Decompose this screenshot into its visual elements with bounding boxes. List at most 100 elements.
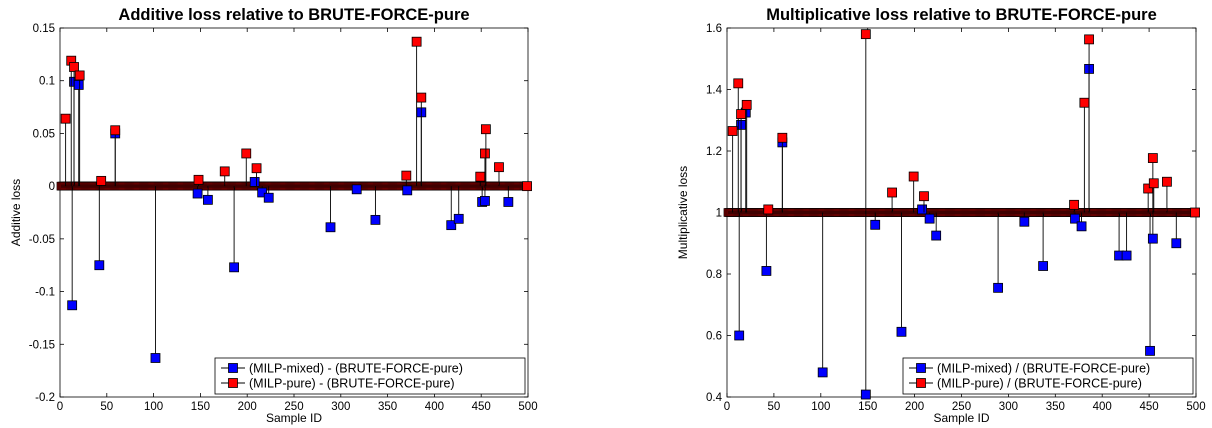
x-tick-label: 350: [1046, 401, 1065, 413]
data-point: [993, 282, 1003, 293]
chart-2: Multiplicative loss relative to BRUTE-FO…: [676, 6, 1206, 425]
y-tick-label: 1.4: [706, 85, 723, 97]
data-point: [817, 367, 828, 378]
y-axis-label: Multiplicative loss: [676, 166, 690, 259]
data-point: [503, 197, 514, 207]
data-point: [1162, 176, 1172, 187]
x-axis-label: Sample ID: [933, 411, 989, 425]
x-tick-label: 300: [999, 401, 1018, 413]
data-point: [411, 36, 422, 47]
data-point: [494, 162, 504, 173]
data-point: [860, 389, 871, 400]
data-point: [192, 188, 203, 199]
legend-marker: [228, 378, 238, 388]
y-tick-label: 0.4: [706, 392, 723, 404]
x-tick-label: 400: [425, 401, 444, 413]
data-point: [73, 80, 84, 90]
data-point: [896, 326, 907, 337]
y-tick-label: 1.6: [706, 23, 722, 35]
x-tick-label: 400: [1093, 401, 1112, 413]
data-point: [1121, 250, 1132, 261]
data-point: [69, 62, 79, 72]
data-point: [110, 125, 121, 136]
data-point: [475, 171, 486, 182]
legend-label: (MILP-pure) - (BRUTE-FORCE-pure): [249, 377, 455, 391]
data-point: [251, 163, 262, 174]
data-point: [453, 213, 464, 224]
x-tick-label: 200: [905, 401, 924, 413]
data-point: [908, 171, 919, 182]
x-tick-label: 150: [191, 401, 210, 413]
data-point: [351, 184, 362, 195]
data-point: [325, 222, 336, 233]
data-point: [74, 70, 85, 81]
y-tick-label: -0.1: [35, 287, 55, 299]
x-tick-label: 200: [238, 401, 257, 413]
data-point: [761, 266, 772, 276]
y-axis-label: Additive loss: [9, 179, 23, 246]
x-tick-label: 300: [331, 401, 350, 413]
data-point: [924, 213, 935, 224]
series-2: [60, 36, 532, 192]
data-point: [257, 187, 268, 198]
data-point: [1147, 233, 1158, 244]
data-point: [370, 214, 381, 225]
chart-1: Additive loss relative to BRUTE-FORCE-pu…: [9, 6, 538, 425]
x-axis-label: Sample ID: [266, 411, 322, 425]
y-tick-label: -0.05: [29, 234, 55, 246]
data-point: [446, 220, 457, 231]
y-tick-label: 0.15: [33, 23, 55, 35]
data-point: [94, 260, 105, 271]
x-tick-label: 150: [858, 401, 877, 413]
data-point: [931, 230, 942, 241]
data-point: [263, 192, 274, 203]
data-point: [777, 132, 788, 143]
data-point: [1148, 178, 1159, 189]
y-tick-label: 1.2: [706, 146, 722, 158]
data-point: [67, 300, 78, 311]
x-tick-label: 250: [284, 401, 303, 413]
x-tick-label: 350: [378, 401, 397, 413]
data-point: [229, 262, 239, 273]
data-point: [202, 194, 213, 205]
data-point: [1069, 199, 1079, 210]
x-tick-label: 500: [518, 401, 537, 413]
y-tick-label: 0.05: [33, 128, 55, 140]
y-tick-label: -0.15: [29, 339, 55, 351]
y-tick-label: 1: [716, 208, 722, 220]
data-point: [860, 29, 871, 40]
data-point: [733, 78, 744, 89]
x-tick-label: 0: [724, 401, 730, 413]
x-tick-label: 450: [472, 401, 491, 413]
legend-label: (MILP-mixed) - (BRUTE-FORCE-pure): [249, 362, 463, 376]
data-point: [919, 191, 929, 202]
data-point: [402, 185, 413, 196]
x-tick-label: 50: [768, 401, 781, 413]
data-point: [1079, 97, 1090, 108]
data-point: [1076, 221, 1087, 232]
data-point: [763, 204, 774, 215]
legend-label: (MILP-mixed) / (BRUTE-FORCE-pure): [937, 362, 1150, 376]
data-point: [870, 219, 881, 230]
y-tick-label: 0: [49, 181, 55, 193]
y-tick-label: 0.8: [706, 269, 722, 281]
data-point: [1084, 34, 1094, 45]
chart-title: Multiplicative loss relative to BRUTE-FO…: [766, 6, 1157, 24]
data-point: [60, 113, 71, 124]
data-point: [150, 353, 161, 363]
data-point: [480, 196, 490, 206]
data-point: [887, 187, 897, 198]
data-point: [736, 109, 746, 119]
series-2: [727, 29, 1200, 218]
data-point: [917, 204, 928, 215]
data-point: [480, 124, 491, 135]
data-point: [1147, 153, 1158, 163]
data-point: [480, 148, 490, 159]
legend: (MILP-mixed) / (BRUTE-FORCE-pure)(MILP-p…: [902, 357, 1194, 395]
data-point: [741, 99, 752, 110]
legend-marker: [916, 378, 926, 388]
data-point: [401, 170, 412, 181]
y-tick-label: 0.6: [706, 331, 722, 343]
y-tick-label: -0.2: [35, 392, 55, 404]
